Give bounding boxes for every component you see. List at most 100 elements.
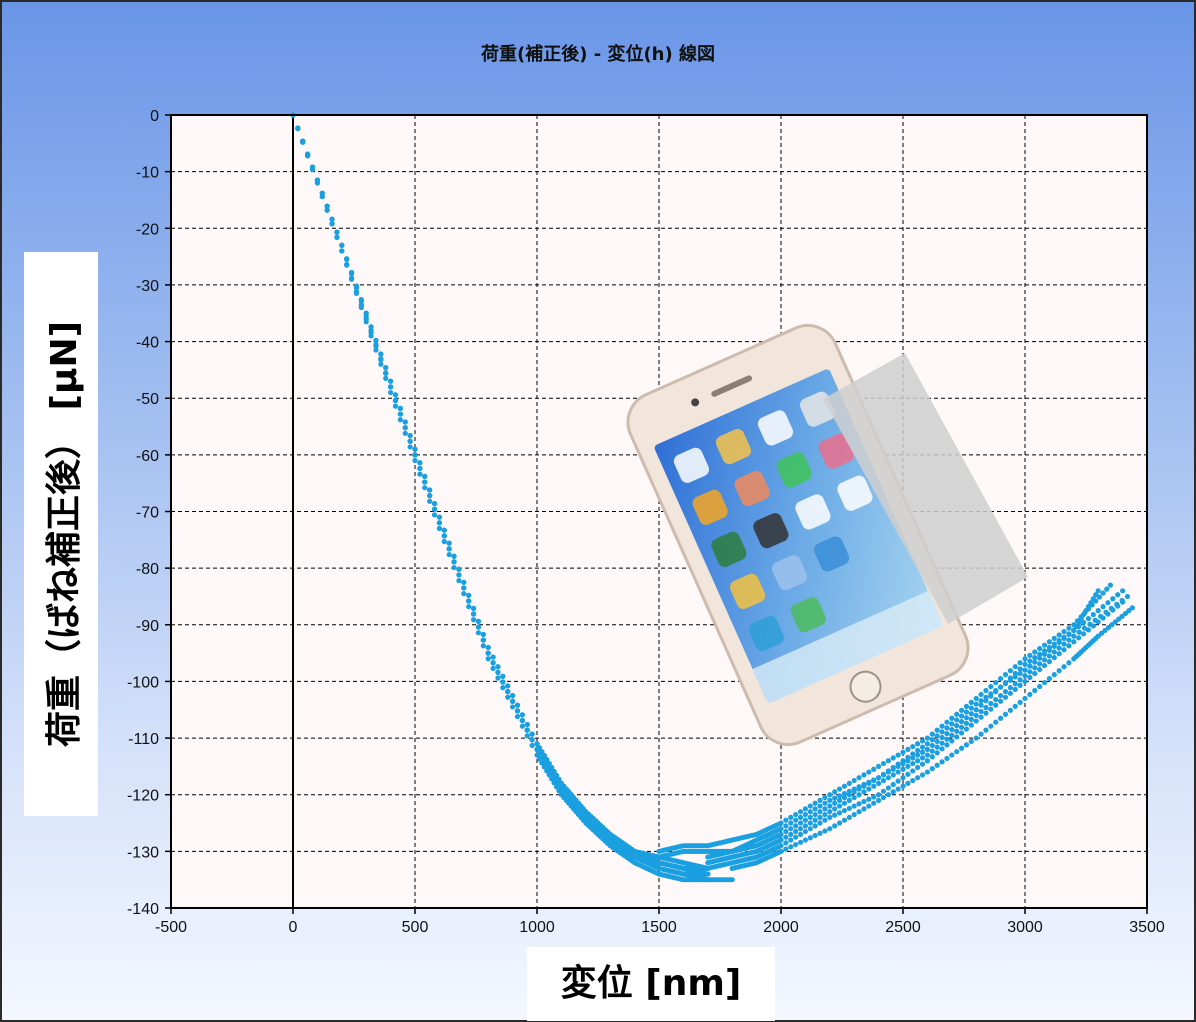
data-point [1027, 691, 1033, 698]
data-point [910, 743, 916, 750]
data-point [1105, 625, 1112, 631]
data-point [412, 446, 418, 452]
data-point [1061, 641, 1067, 647]
data-point [505, 683, 511, 689]
data-point [939, 734, 945, 741]
data-point [1012, 703, 1018, 709]
data-point [1061, 628, 1067, 635]
data-point [1027, 669, 1033, 675]
data-point [629, 858, 635, 864]
data-point [1073, 623, 1079, 630]
data-point [678, 843, 684, 849]
data-point [822, 800, 828, 806]
data-point [954, 749, 960, 755]
y-tick-label: -90 [136, 618, 159, 635]
data-point [939, 759, 945, 765]
data-point [1110, 596, 1116, 602]
data-point [924, 741, 931, 747]
x-tick-label: 1500 [641, 919, 677, 936]
data-point [1092, 617, 1098, 623]
data-point [876, 792, 882, 798]
data-point [973, 712, 979, 719]
data-point [1116, 616, 1122, 622]
data-point [470, 611, 477, 617]
data-point [1098, 613, 1104, 619]
data-point [866, 769, 872, 775]
data-point [461, 585, 467, 591]
data-point [817, 797, 823, 803]
data-point [436, 520, 442, 526]
data-point [436, 525, 442, 532]
data-point [751, 838, 757, 844]
data-point [968, 699, 974, 705]
data-point [402, 419, 408, 425]
data-point [1002, 711, 1009, 717]
data-point [495, 675, 501, 681]
data-point [988, 693, 994, 699]
data-point [949, 721, 955, 727]
data-point [807, 803, 813, 809]
data-point [797, 831, 804, 837]
data-point [373, 337, 379, 344]
data-point [451, 564, 457, 571]
data-point [378, 361, 384, 367]
data-point [702, 865, 708, 871]
data-point [519, 717, 525, 724]
data-point [954, 723, 960, 729]
data-point [851, 803, 857, 809]
data-point [358, 297, 364, 303]
data-point [807, 826, 813, 832]
data-point [1100, 604, 1106, 610]
data-point [1124, 593, 1131, 600]
data-point [1066, 637, 1072, 643]
data-point [1041, 642, 1048, 648]
data-point [783, 834, 789, 840]
data-point [949, 738, 955, 744]
data-point [329, 216, 335, 222]
data-point [475, 624, 482, 630]
data-point [1103, 609, 1109, 615]
data-point [822, 811, 828, 818]
data-point [480, 643, 486, 649]
data-point [900, 749, 906, 755]
y-tick-label: -60 [136, 448, 159, 465]
data-point [895, 769, 901, 775]
data-point [846, 797, 852, 803]
data-point [993, 689, 999, 695]
data-point [388, 378, 394, 384]
data-point [1046, 644, 1052, 651]
data-point [441, 527, 447, 533]
data-point [1022, 678, 1028, 685]
data-point [919, 772, 926, 778]
data-point [490, 654, 496, 660]
data-point [751, 832, 757, 838]
data-point [856, 786, 862, 792]
data-point [363, 310, 369, 316]
data-point [919, 744, 926, 750]
data-point [427, 498, 433, 504]
data-point [915, 747, 921, 754]
data-point [836, 797, 843, 803]
data-point [812, 823, 818, 829]
data-points [290, 112, 1135, 883]
data-point [905, 763, 911, 769]
data-point [983, 704, 989, 711]
data-point [775, 838, 782, 844]
data-point [1104, 586, 1110, 592]
data-point [353, 289, 360, 295]
x-tick-label: -500 [155, 919, 187, 936]
data-point [866, 780, 872, 786]
y-tick-label: -40 [136, 335, 159, 352]
data-point [944, 755, 950, 762]
data-point [1012, 664, 1018, 670]
data-point [871, 777, 877, 784]
data-point [827, 797, 833, 803]
data-point [978, 698, 984, 704]
data-point [509, 704, 516, 710]
data-point [775, 844, 782, 850]
data-point [505, 689, 511, 695]
data-point [417, 465, 423, 472]
data-point [988, 700, 994, 707]
data-point [392, 392, 399, 398]
data-point [822, 794, 828, 801]
